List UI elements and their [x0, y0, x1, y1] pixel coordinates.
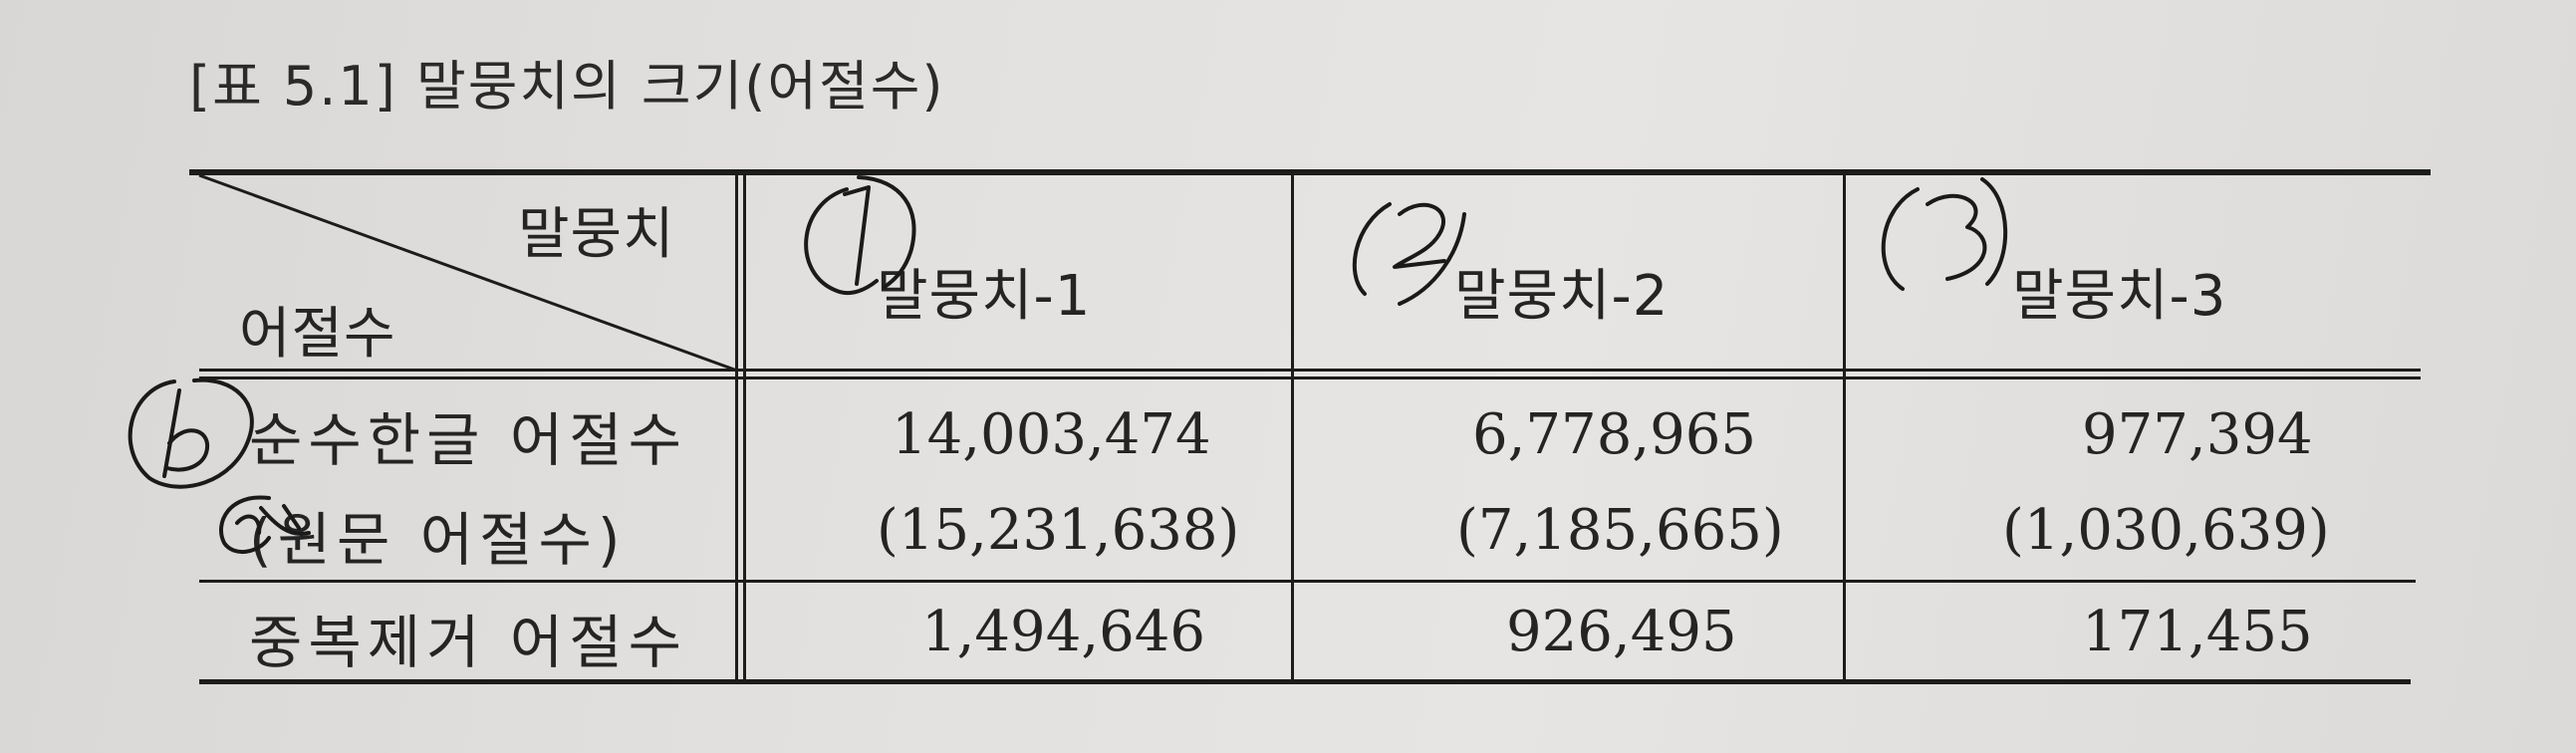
table-cell: (1,030,639): [2002, 498, 2330, 563]
table-caption: [표 5.1] 말뭉치의 크기(어절수): [189, 55, 945, 118]
corner-header-top: 말뭉치: [518, 202, 675, 267]
row-label-original: (원문 어절수): [249, 506, 627, 574]
table-row-divider: [199, 580, 2416, 583]
table-cell: 977,394: [2082, 402, 2313, 467]
table-header-border: [199, 369, 2421, 372]
table-column-divider: [735, 171, 738, 681]
table-header-border: [199, 376, 2421, 379]
row-label-pure-hangul: 순수한글 어절수: [249, 406, 687, 474]
column-header-1: 말뭉치-1: [877, 264, 1092, 329]
corner-header-bottom: 어절수: [239, 302, 396, 367]
table-cell: 1,494,646: [921, 600, 1206, 664]
table-top-border: [189, 169, 2431, 175]
table-cell: (7,185,665): [1456, 498, 1784, 563]
row-label-dedup: 중복제거 어절수: [249, 609, 687, 676]
table-cell: (15,231,638): [877, 498, 1240, 563]
column-header-2: 말뭉치-2: [1454, 264, 1670, 329]
column-header-3: 말뭉치-3: [2012, 264, 2227, 329]
table-cell: 171,455: [2082, 600, 2313, 664]
table-cell: 926,495: [1506, 600, 1737, 664]
table-cell: 6,778,965: [1472, 402, 1757, 467]
table-cell: 14,003,474: [892, 402, 1211, 467]
table-column-divider: [1291, 171, 1294, 681]
table-bottom-border: [199, 679, 2411, 684]
table-column-divider: [1843, 171, 1846, 681]
table-column-divider: [743, 171, 746, 681]
